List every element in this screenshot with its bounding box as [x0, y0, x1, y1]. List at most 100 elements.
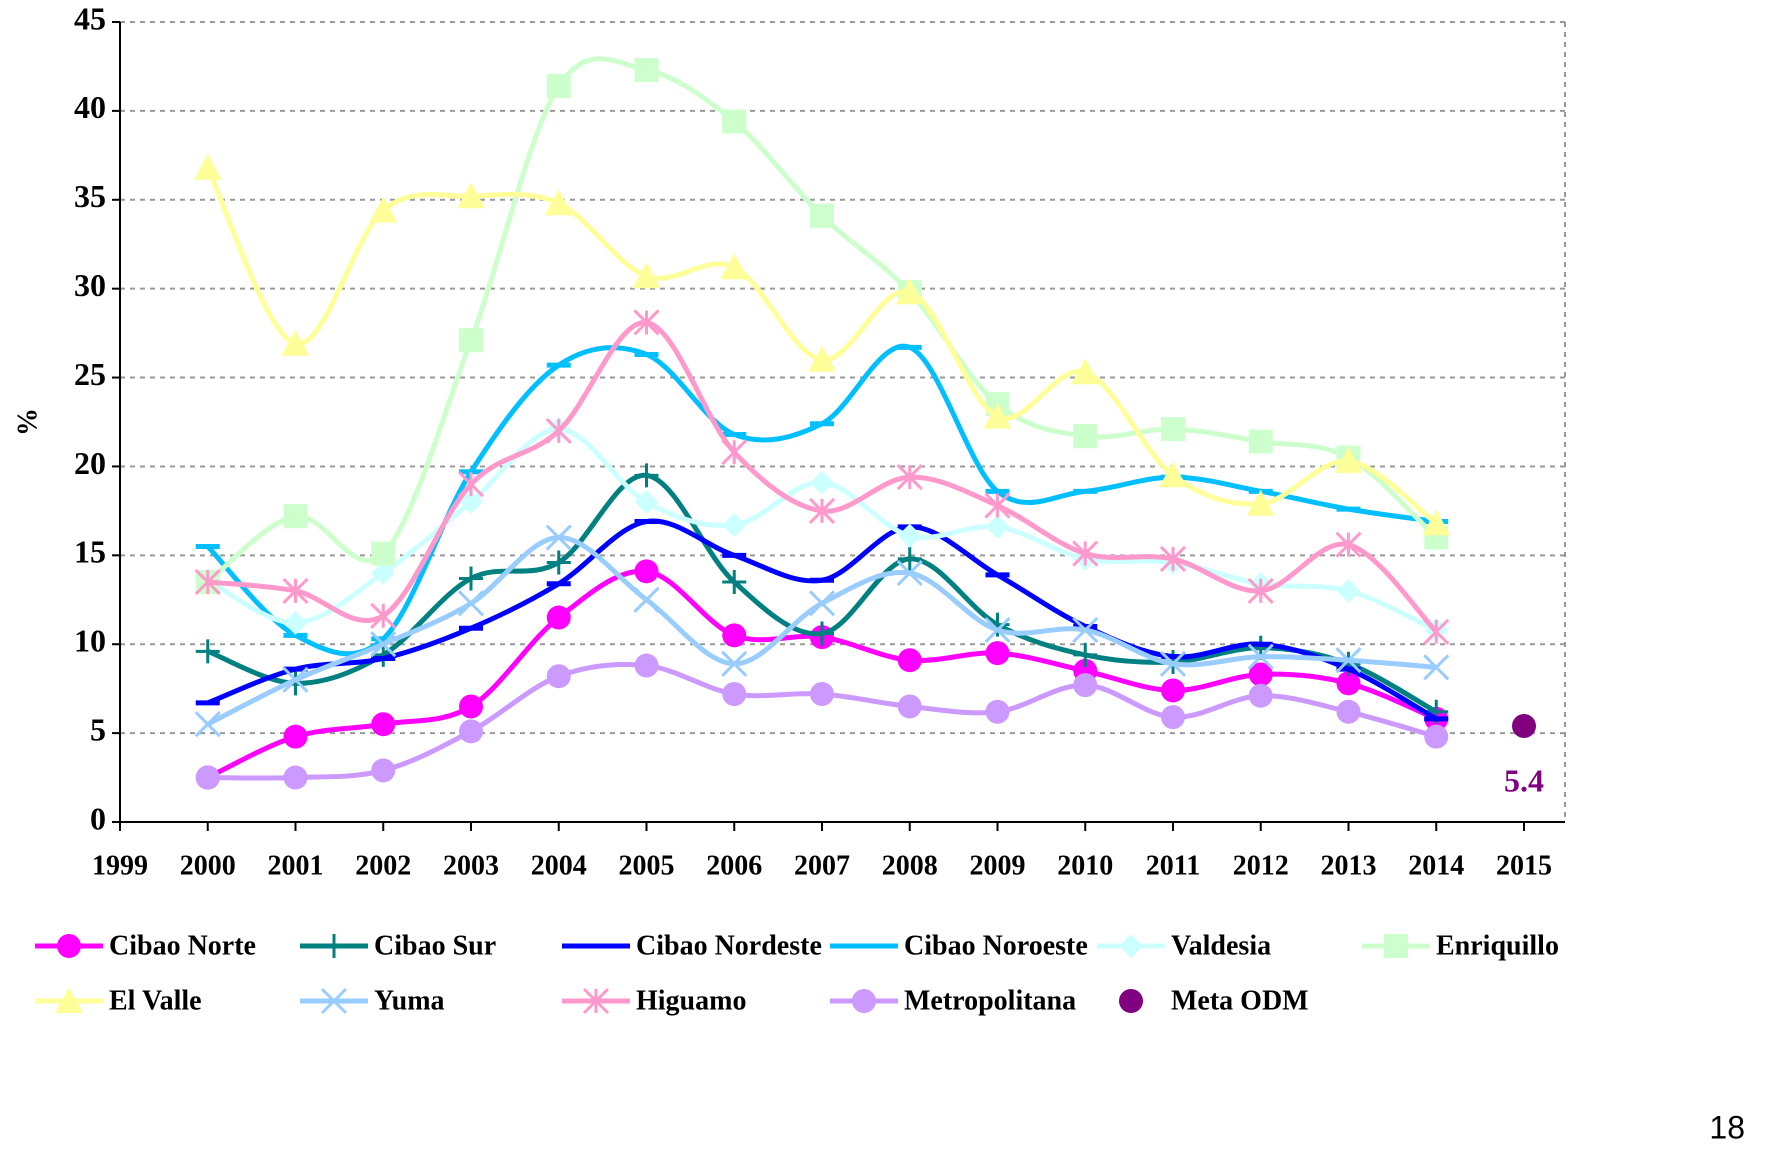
legend-label: Meta ODM — [1171, 985, 1309, 1016]
series-line — [207, 319, 1439, 634]
marker — [897, 694, 922, 719]
marker — [283, 610, 308, 635]
marker — [1159, 461, 1187, 488]
marker — [459, 490, 483, 514]
x-tick-label: 2009 — [970, 850, 1026, 881]
marker — [1248, 662, 1273, 687]
legend-label: Yuma — [374, 985, 445, 1016]
legend-label: Cibao Nordeste — [636, 930, 822, 961]
marker — [1336, 578, 1361, 603]
marker — [1073, 642, 1098, 667]
y-tick-label: 5 — [90, 711, 106, 747]
y-tick-label: 30 — [74, 267, 106, 303]
legend-item: Cibao Sur — [300, 930, 496, 961]
x-tick-label: 2012 — [1233, 850, 1289, 881]
legend-label: Cibao Norte — [109, 930, 256, 961]
legend-label: El Valle — [109, 985, 202, 1016]
marker — [282, 577, 309, 604]
legend-item: Cibao Nordeste — [562, 930, 822, 961]
legend-item: Enriquillo — [1362, 930, 1559, 961]
x-tick-label: 2011 — [1146, 850, 1200, 881]
y-tick-label: 35 — [74, 178, 106, 214]
legend-item: El Valle — [35, 985, 202, 1016]
legend-label: Enriquillo — [1436, 930, 1559, 961]
marker — [1246, 489, 1275, 516]
marker — [1248, 683, 1273, 708]
x-tick-label: 2015 — [1496, 850, 1552, 881]
marker — [633, 586, 660, 613]
marker — [1159, 545, 1187, 572]
marker — [897, 546, 922, 571]
marker — [369, 196, 398, 223]
marker — [457, 182, 485, 209]
marker — [459, 328, 483, 353]
x-tick-label: 1999 — [92, 850, 148, 881]
series — [195, 343, 1449, 657]
marker — [810, 621, 834, 646]
marker — [1159, 650, 1187, 677]
marker — [722, 570, 747, 594]
marker — [1512, 714, 1536, 738]
marker — [810, 682, 834, 706]
marker — [634, 490, 659, 514]
legend-label: Cibao Sur — [374, 930, 496, 961]
data-label: 5.4 — [1504, 762, 1544, 798]
marker — [546, 550, 571, 575]
marker — [808, 497, 836, 524]
series — [194, 309, 1450, 645]
marker — [1072, 540, 1099, 567]
marker — [897, 523, 922, 548]
marker — [195, 639, 220, 664]
series-line — [205, 343, 1437, 657]
y-tick-label: 25 — [74, 356, 106, 392]
marker — [1423, 654, 1450, 681]
marker — [985, 641, 1010, 666]
legend-item: Higuamo — [562, 985, 746, 1016]
marker — [895, 278, 924, 305]
marker — [546, 664, 571, 689]
marker — [544, 189, 573, 216]
legend-label: Higuamo — [636, 985, 746, 1016]
marker — [1161, 705, 1185, 730]
page-number: 18 — [1709, 1109, 1745, 1145]
marker — [283, 765, 308, 790]
marker — [193, 153, 222, 180]
marker — [722, 623, 747, 648]
x-tick-label: 2001 — [268, 850, 324, 881]
legend-item: Metropolitana — [830, 985, 1076, 1016]
marker — [1334, 447, 1363, 474]
x-tick-label: 2014 — [1408, 850, 1464, 881]
y-tick-label: 0 — [90, 800, 106, 836]
marker — [634, 58, 659, 82]
y-axis-label: % — [12, 408, 43, 436]
marker — [722, 682, 747, 706]
marker — [1247, 577, 1274, 604]
marker — [896, 560, 923, 587]
y-tick-label: 40 — [74, 89, 106, 125]
marker — [1071, 358, 1100, 385]
marker — [810, 203, 834, 228]
marker — [1161, 417, 1185, 442]
marker — [983, 402, 1012, 429]
y-tick-label: 45 — [74, 0, 106, 36]
x-tick-label: 2013 — [1321, 850, 1377, 881]
marker — [1424, 724, 1449, 749]
x-tick-label: 2010 — [1057, 850, 1113, 881]
series-line — [206, 426, 1438, 633]
marker — [632, 262, 661, 289]
marker — [896, 464, 923, 491]
marker — [721, 439, 748, 466]
marker — [722, 109, 747, 134]
legend-marker — [852, 989, 876, 1013]
series — [193, 153, 1451, 536]
series — [195, 463, 1449, 724]
marker — [283, 504, 308, 529]
marker — [1335, 647, 1362, 674]
marker — [1335, 531, 1362, 558]
marker — [370, 631, 397, 658]
legend-marker — [582, 987, 610, 1015]
x-tick-label: 2003 — [443, 850, 499, 881]
series — [195, 56, 1449, 594]
marker — [459, 566, 483, 591]
series — [195, 518, 1449, 722]
